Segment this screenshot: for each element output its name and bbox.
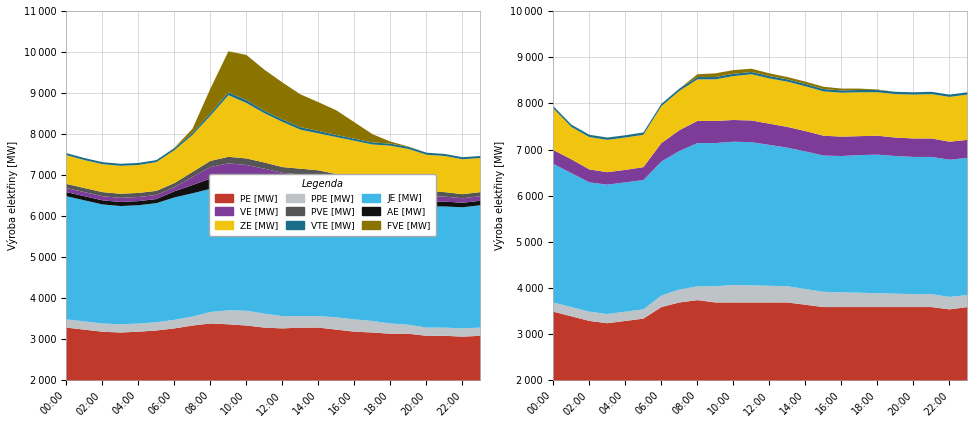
- Legend: PE [MW], VE [MW], ZE [MW], PPE [MW], PVE [MW], VTE [MW], JE [MW], AE [MW], FVE [: PE [MW], VE [MW], ZE [MW], PPE [MW], PVE…: [209, 174, 435, 236]
- Y-axis label: Výroba elektřiny [MW]: Výroba elektřiny [MW]: [7, 141, 18, 250]
- Y-axis label: Výroba elektřiny [MW]: Výroba elektřiny [MW]: [494, 141, 505, 250]
